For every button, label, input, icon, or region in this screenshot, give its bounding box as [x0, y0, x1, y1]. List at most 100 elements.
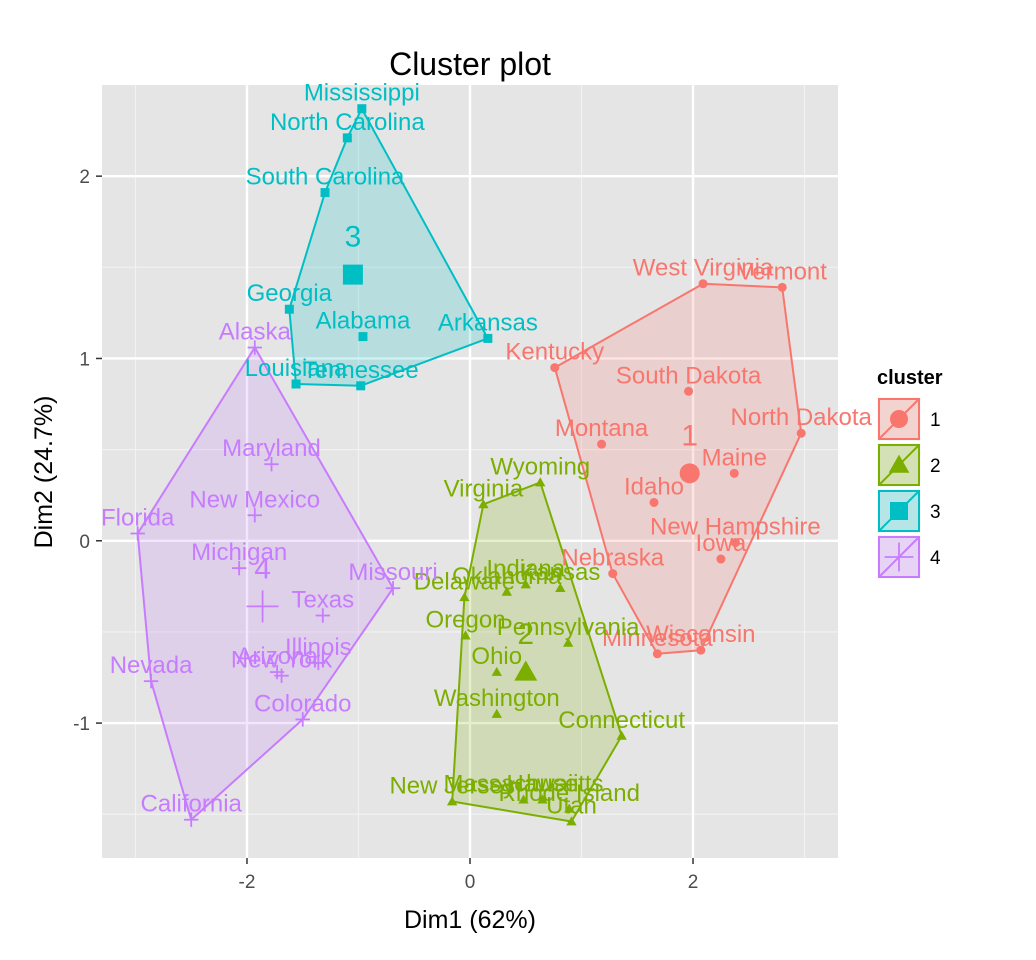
cluster-1-hull — [553, 282, 803, 655]
point-label: California — [141, 791, 243, 818]
point-label: Louisiana — [245, 355, 348, 382]
point-label: Nevada — [110, 652, 193, 679]
point-label: Alabama — [316, 308, 411, 335]
point-label: Vermont — [738, 258, 828, 285]
point-label: Wisconsin — [646, 621, 755, 648]
cluster-center-label: 2 — [517, 618, 534, 651]
point-label: New York — [231, 647, 333, 674]
cluster-3-point — [357, 104, 367, 114]
point-label: Wyoming — [490, 453, 590, 480]
point-label: Virginia — [444, 475, 524, 502]
cluster-2-point — [518, 794, 529, 804]
point-label: Washington — [434, 685, 560, 712]
point-label: Oregon — [426, 607, 506, 634]
legend-key-1 — [876, 396, 922, 442]
y-tick-label: 0 — [79, 532, 90, 553]
cluster-4-point — [184, 812, 199, 827]
cluster-4-point — [264, 457, 279, 472]
cluster-center-label: 3 — [345, 221, 362, 254]
cluster-2-center — [514, 660, 538, 681]
legend-label: 2 — [930, 456, 941, 477]
cluster-1-point — [684, 386, 694, 396]
legend-key-3 — [876, 488, 922, 534]
point-label: Idaho — [624, 473, 684, 500]
point-label: Maine — [702, 444, 767, 471]
point-label: New Hampshire — [650, 514, 821, 541]
cluster-center-label: 4 — [254, 552, 271, 585]
legend-marker-1 — [890, 410, 908, 428]
cluster-1-point — [777, 282, 787, 292]
cluster-1-point — [608, 569, 618, 579]
point-label: Nebraska — [561, 545, 664, 572]
cluster-1-point — [652, 649, 662, 659]
point-label: West Virginia — [633, 255, 774, 282]
point-label: Indiana — [486, 556, 565, 583]
point-label: Alaska — [219, 319, 292, 346]
point-label: New Mexico — [189, 486, 320, 513]
cluster-4-point — [385, 580, 401, 596]
point-label: Arkansas — [438, 309, 538, 336]
cluster-4-point — [315, 608, 330, 623]
x-tick-label: -2 — [239, 872, 256, 893]
point-label: Kentucky — [505, 339, 604, 366]
y-tick-label: 1 — [79, 349, 90, 370]
cluster-2-point — [555, 583, 566, 593]
point-label: Mississippi — [304, 80, 420, 107]
y-tick-label: 2 — [79, 167, 90, 188]
legend-label: 4 — [930, 548, 941, 569]
cluster-4-point — [247, 508, 262, 523]
point-label: North Dakota — [730, 404, 872, 431]
point-label: Rhode Island — [499, 780, 640, 807]
cluster-points — [130, 104, 806, 827]
cluster-4-point — [274, 668, 289, 683]
cluster-3-point — [291, 379, 301, 389]
point-label: Texas — [291, 587, 354, 614]
point-label: Michigan — [191, 539, 287, 566]
cluster-2-point — [616, 730, 627, 740]
cluster-2-point — [535, 477, 546, 487]
point-label: Missouri — [348, 559, 437, 586]
cluster-2-point — [478, 499, 489, 509]
cluster-2-point — [491, 666, 502, 676]
cluster-3-point — [483, 333, 493, 343]
cluster-3-hull — [288, 107, 489, 387]
legend-title: cluster — [877, 367, 943, 389]
axis-ticks: -2 0 2 -1 0 1 2 — [73, 167, 698, 893]
cluster-3-point — [284, 304, 294, 314]
point-label: Georgia — [247, 280, 333, 307]
cluster-1-point — [649, 497, 659, 507]
point-label: Kansas — [520, 559, 600, 586]
point-label: Utah — [546, 793, 597, 820]
chart-title: Cluster plot — [389, 46, 551, 82]
cluster-4-point — [231, 560, 247, 576]
y-tick-label: -1 — [73, 714, 90, 735]
cluster-1-point — [597, 439, 607, 449]
point-label: Iowa — [696, 530, 747, 557]
cluster-4-center — [246, 590, 279, 623]
point-label: Hawaii — [506, 771, 578, 798]
point-label: Montana — [555, 415, 649, 442]
point-label: Illinois — [285, 634, 352, 661]
cluster-3-point — [358, 332, 368, 342]
point-label: Arizona — [236, 643, 318, 670]
legend-marker-2 — [888, 454, 910, 473]
cluster-2-point — [446, 796, 458, 806]
legend: cluster 1 2 3 4 — [876, 367, 943, 580]
cluster-1-point — [698, 279, 708, 289]
x-tick-label: 0 — [465, 872, 476, 893]
point-label: Massachusetts — [443, 771, 603, 798]
cluster-1-point — [796, 428, 806, 438]
cluster-1-point — [730, 538, 740, 548]
point-label: Colorado — [254, 690, 351, 717]
cluster-2-point — [491, 708, 502, 718]
cluster-1-point — [550, 363, 560, 373]
point-label: New Jersey — [389, 772, 514, 799]
cluster-1-point — [729, 468, 739, 478]
cluster-2-point — [566, 816, 577, 826]
cluster-3-point — [342, 133, 352, 143]
cluster-2-point — [501, 586, 512, 596]
point-label: Connecticut — [558, 707, 685, 734]
point-label: North Carolina — [270, 109, 425, 136]
